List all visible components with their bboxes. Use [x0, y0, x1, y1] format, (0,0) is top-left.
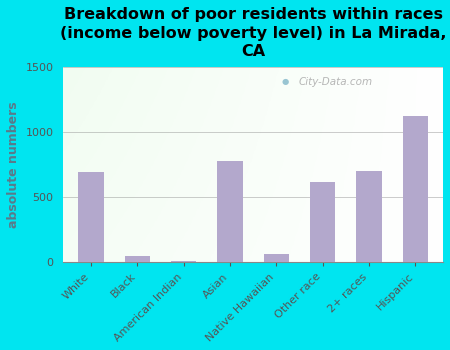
Bar: [264, 253, 289, 262]
Bar: [402, 116, 428, 262]
Bar: [171, 261, 196, 262]
Bar: [310, 182, 335, 262]
Text: ●: ●: [282, 77, 289, 86]
Bar: [217, 161, 243, 262]
Bar: [356, 171, 382, 262]
Title: Breakdown of poor residents within races
(income below poverty level) in La Mira: Breakdown of poor residents within races…: [60, 7, 446, 59]
Bar: [78, 172, 104, 262]
Bar: [125, 256, 150, 262]
Text: City-Data.com: City-Data.com: [299, 77, 373, 87]
Y-axis label: absolute numbers: absolute numbers: [7, 102, 20, 228]
